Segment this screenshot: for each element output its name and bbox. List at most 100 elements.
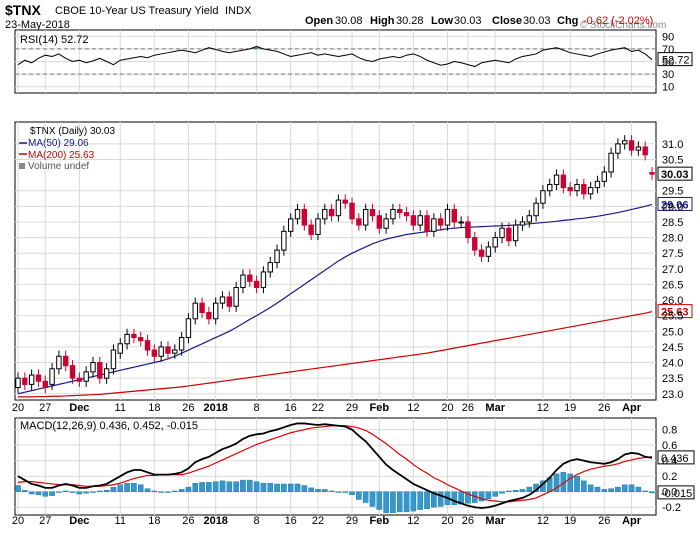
macd-line: [17, 422, 653, 509]
candle-body: [383, 218, 389, 229]
macd-histogram-bar: [417, 491, 424, 510]
macd-histogram-bar: [362, 491, 369, 503]
macd-histogram-bar: [42, 491, 49, 497]
price-y-tick: 26.5: [662, 279, 683, 291]
candle-body: [581, 183, 587, 195]
macd-histogram-bar: [328, 490, 335, 492]
price-y-tick: 31.0: [662, 139, 683, 151]
macd-histogram-bar: [478, 491, 485, 502]
candle-body: [431, 218, 437, 232]
candle-body: [28, 374, 35, 385]
candle-body: [328, 208, 335, 217]
price-y-tick: 27.0: [662, 264, 683, 276]
price-y-tick: 24.0: [662, 358, 683, 370]
x-tick-label: Mar: [485, 402, 505, 414]
macd-title: MACD(12,26,9) 0.436, 0.452, -0.015: [20, 420, 198, 432]
x-tick-label: 12: [407, 402, 419, 414]
candle-body: [622, 140, 628, 145]
macd-histogram-bar: [349, 491, 355, 496]
candle-body: [519, 221, 526, 226]
rsi-legend: RSI(14) 52.72: [20, 34, 88, 46]
price-panel-frame: [14, 121, 657, 401]
x-tick-label: 19: [564, 402, 576, 414]
chg-label: Chg: [557, 15, 578, 27]
macd-histogram-bar: [137, 484, 144, 492]
candle-body: [478, 249, 485, 257]
macd-histogram-bar: [178, 489, 185, 492]
x-tick-label: 26: [598, 515, 610, 527]
candle-body: [369, 208, 376, 217]
macd-histogram-bar: [519, 489, 526, 492]
macd-panel-frame: [14, 417, 657, 516]
candle-body: [76, 377, 83, 382]
rsi-line: [17, 45, 653, 68]
candle-body: [260, 271, 267, 289]
candle-body: [83, 371, 89, 382]
macd-histogram-bar: [260, 482, 267, 492]
low-value: 30.03: [454, 15, 482, 27]
macd-histogram-bar: [35, 491, 42, 496]
candle-body: [240, 274, 246, 289]
x-tick-label: 29: [346, 515, 358, 527]
macd-histogram-bar: [390, 491, 396, 513]
candle-body: [322, 208, 328, 220]
axis-layer: 20 20 27 27 Dec Dec 11 11 18 18 26 26 2018 2018 8 8 16 16…: [12, 31, 684, 527]
macd-histogram-bar: [308, 487, 314, 492]
price-last-box: [657, 166, 693, 181]
macd-histogram-bar: [608, 488, 614, 492]
rsi-last-label: 52.72: [662, 55, 690, 67]
candle-body: [315, 218, 321, 235]
rsi-layer: 52.72: [17, 45, 693, 68]
macd-histogram-bar: [465, 491, 471, 504]
macd-histogram-bar: [124, 482, 130, 492]
candle-body: [158, 346, 164, 357]
price-legend: $TNX (Daily) 30.03 MA(50) 29.06 MA(200) …: [19, 126, 115, 172]
candle-body: [649, 172, 655, 175]
x-tick-label: 26: [182, 515, 194, 527]
rsi-y-tick: 70: [662, 44, 674, 56]
macd-y-tick: 0.8: [662, 425, 677, 437]
price-y-tick: 24.5: [662, 342, 683, 354]
price-last-label: 30.03: [661, 169, 689, 181]
x-tick-label: 26: [462, 515, 474, 527]
candle-body: [349, 202, 355, 220]
candle-body: [492, 237, 498, 248]
legend-ma50: MA(50) 29.06: [28, 138, 89, 149]
chart-header: $TNX CBOE 10-Year US Treasury Yield INDX…: [5, 2, 666, 31]
price-y-tick: 25.5: [662, 311, 683, 323]
macd-histogram-bar: [642, 490, 648, 492]
macd-histogram-bar: [431, 491, 437, 508]
macd-last-label: -0.015: [661, 488, 692, 500]
macd-histogram-bar: [506, 490, 512, 492]
candle-body: [560, 174, 567, 189]
x-tick-label: 26: [182, 402, 194, 414]
macd-histogram-bar: [192, 482, 199, 492]
macd-histogram-bar: [76, 491, 83, 495]
candle-body: [628, 140, 635, 151]
candle-body: [63, 355, 69, 367]
candle-body: [212, 302, 219, 320]
candle-body: [192, 302, 198, 320]
macd-histogram-bar: [226, 481, 233, 492]
candle-body: [15, 377, 21, 389]
macd-histogram-bar: [635, 486, 642, 492]
macd-histogram-bar: [628, 484, 635, 492]
macd-histogram-bar: [267, 482, 274, 492]
macd-histogram-bar: [274, 483, 280, 492]
macd-histogram-bar: [144, 488, 151, 492]
candle-body: [281, 230, 287, 251]
candle-body: [601, 171, 607, 182]
macd-histogram-bar: [342, 491, 349, 493]
macd-histogram-bar: [410, 491, 417, 512]
candle-body: [103, 368, 110, 379]
macd-histogram-bar: [499, 491, 505, 494]
macd-histogram-bar: [151, 490, 158, 492]
x-tick-label: 20: [441, 515, 453, 527]
x-tick-label: 8: [254, 402, 260, 414]
macd-histogram-bar: [403, 491, 410, 513]
candle-body: [574, 183, 580, 192]
macd-histogram-bar: [219, 480, 226, 492]
x-tick-label: 26: [462, 402, 474, 414]
x-tick-label: 22: [312, 402, 324, 414]
open-value: 30.08: [335, 15, 363, 27]
